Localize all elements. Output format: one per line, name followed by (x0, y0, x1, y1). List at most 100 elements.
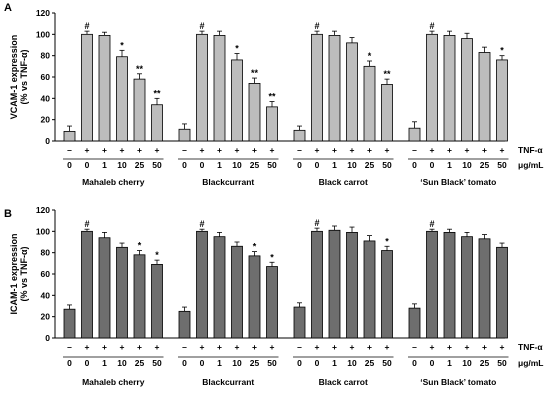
significance-label: * (500, 46, 504, 56)
group-label: Black carrot (319, 177, 368, 187)
significance-label: * (155, 250, 159, 260)
bar (346, 42, 358, 142)
tnf-label: + (137, 145, 142, 155)
dose-label: 1 (102, 160, 107, 170)
bar (248, 255, 261, 339)
tnf-label: + (102, 342, 107, 352)
bar (116, 56, 128, 142)
y-tick-label: 0 (45, 136, 50, 146)
y-tick-label: 120 (36, 8, 50, 18)
tnf-label: – (297, 342, 302, 352)
dose-label: 10 (462, 358, 472, 368)
bar (461, 236, 473, 339)
group-label: ‘Sun Black’ tomato (420, 377, 496, 387)
bar (408, 307, 421, 339)
dose-label: 50 (152, 160, 162, 170)
bar (266, 266, 278, 339)
row-label-tnf: TNF-α (518, 145, 543, 155)
tnf-label: + (102, 145, 107, 155)
tnf-label: + (465, 145, 470, 155)
dose-label: 0 (85, 358, 90, 368)
tnf-label: + (482, 145, 487, 155)
dose-label: 25 (135, 358, 145, 368)
tnf-label: + (465, 342, 470, 352)
dose-label: 0 (430, 358, 435, 368)
bar (408, 127, 421, 142)
dose-label: 10 (232, 358, 242, 368)
tnf-label: + (350, 342, 355, 352)
dose-label: 0 (67, 160, 72, 170)
row-label-tnf: TNF-α (518, 342, 543, 352)
dose-label: 50 (152, 358, 162, 368)
bar (496, 246, 508, 339)
significance-label: # (314, 218, 319, 228)
bar (381, 84, 393, 142)
bar (293, 129, 306, 142)
tnf-label: + (85, 342, 90, 352)
row-label-dose: μg/mL (518, 160, 544, 170)
bar (133, 254, 146, 339)
tnf-label: + (315, 342, 320, 352)
dose-label: 0 (67, 358, 72, 368)
y-tick-label: 100 (36, 226, 50, 236)
dose-label: 50 (497, 160, 507, 170)
bar (478, 238, 491, 339)
y-tick-label: 60 (41, 269, 51, 279)
dose-label: 25 (135, 160, 145, 170)
bar (443, 35, 456, 142)
tnf-label: + (367, 342, 372, 352)
tnf-label: + (217, 342, 222, 352)
dose-label: 50 (382, 160, 392, 170)
tnf-label: + (482, 342, 487, 352)
dose-label: 0 (297, 358, 302, 368)
tnf-label: + (252, 145, 257, 155)
significance-label: # (199, 21, 204, 31)
y-tick-label: 80 (41, 248, 51, 258)
dose-label: 0 (297, 160, 302, 170)
bar (213, 236, 226, 339)
bar (328, 229, 341, 339)
y-tick-label: 20 (41, 115, 51, 125)
bar (426, 33, 438, 142)
dose-label: 10 (232, 160, 242, 170)
bar (213, 35, 226, 142)
significance-label: # (314, 21, 319, 31)
significance-label: ** (268, 92, 276, 102)
significance-label: ** (251, 68, 259, 78)
tnf-label: – (412, 342, 417, 352)
y-tick-label: 40 (41, 290, 51, 300)
tnf-label: + (155, 145, 160, 155)
tnf-label: + (367, 145, 372, 155)
dose-label: 1 (447, 160, 452, 170)
tnf-label: + (235, 342, 240, 352)
panel-letter: B (4, 208, 12, 220)
bar (231, 59, 243, 142)
tnf-label: + (385, 145, 390, 155)
significance-label: * (253, 242, 257, 252)
bar (63, 308, 76, 339)
dose-label: 0 (315, 160, 320, 170)
dose-label: 10 (347, 358, 357, 368)
tnf-label: + (500, 342, 505, 352)
tnf-label: + (430, 342, 435, 352)
bar (293, 306, 306, 339)
tnf-label: + (270, 342, 275, 352)
tnf-label: + (120, 145, 125, 155)
tnf-label: + (252, 342, 257, 352)
tnf-label: + (217, 145, 222, 155)
bar (133, 78, 146, 142)
significance-label: * (270, 252, 274, 262)
dose-label: 25 (365, 358, 375, 368)
tnf-label: + (137, 342, 142, 352)
bar (231, 245, 243, 339)
dose-label: 0 (182, 358, 187, 368)
bar (196, 230, 208, 339)
group-label: Mahaleb cherry (82, 177, 145, 187)
significance-label: # (429, 219, 434, 229)
tnf-label: + (200, 145, 205, 155)
tnf-label: – (297, 145, 302, 155)
tnf-label: – (67, 342, 72, 352)
y-axis-label: VCAM-1 expression (9, 35, 19, 120)
significance-label: # (199, 219, 204, 229)
bar (196, 33, 208, 142)
